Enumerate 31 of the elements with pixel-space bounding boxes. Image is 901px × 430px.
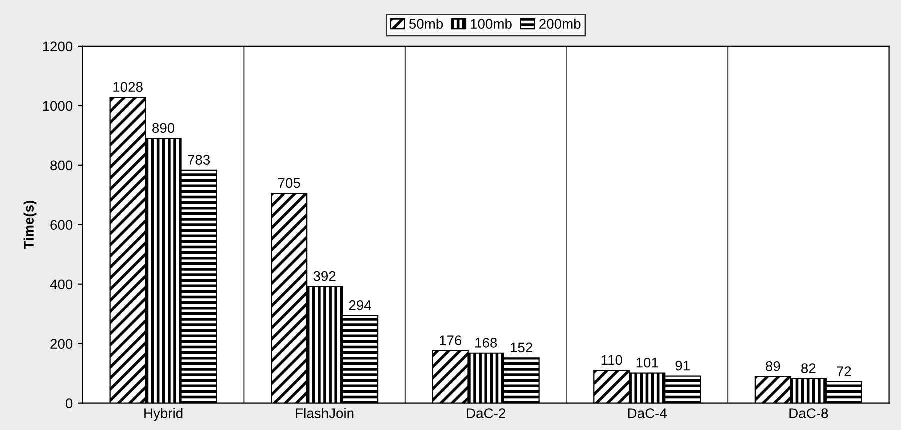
y-tick-label: 1200: [43, 42, 73, 52]
y-tick-label: 800: [50, 160, 73, 171]
data-label: 294: [349, 300, 372, 310]
data-label: 168: [476, 338, 498, 348]
x-tick-label: Hybrid: [144, 408, 183, 422]
data-label: 1028: [114, 82, 143, 92]
y-tick-label: 200: [50, 339, 73, 350]
x-tick-label: DaC-4: [628, 408, 668, 418]
y-tick-label: 600: [50, 220, 73, 230]
y-tick-label: 1000: [43, 101, 73, 112]
legend-label: 200mb: [540, 18, 581, 30]
y-tick-label: 0: [66, 398, 73, 409]
y-tick-label: 400: [50, 280, 73, 290]
x-tick-label: FlashJoin: [296, 408, 354, 418]
data-label: 392: [314, 271, 336, 282]
data-label: 91: [676, 360, 690, 371]
data-label: 101: [636, 358, 658, 368]
data-label: 176: [440, 336, 462, 346]
data-label: 705: [278, 178, 300, 188]
data-label: 890: [152, 123, 175, 134]
data-label: 110: [602, 355, 622, 366]
data-label: 89: [766, 362, 780, 372]
data-label: 152: [511, 342, 532, 353]
legend-label: 100mb: [471, 18, 512, 30]
y-axis-title: Time(s): [24, 201, 37, 250]
x-tick-label: DaC-8: [790, 408, 828, 418]
data-label: 72: [837, 366, 852, 376]
legend-label: 50mb: [409, 18, 444, 30]
data-label: 783: [188, 155, 210, 165]
x-tick-label: DaC-2: [467, 408, 506, 418]
data-label: 82: [802, 364, 816, 374]
